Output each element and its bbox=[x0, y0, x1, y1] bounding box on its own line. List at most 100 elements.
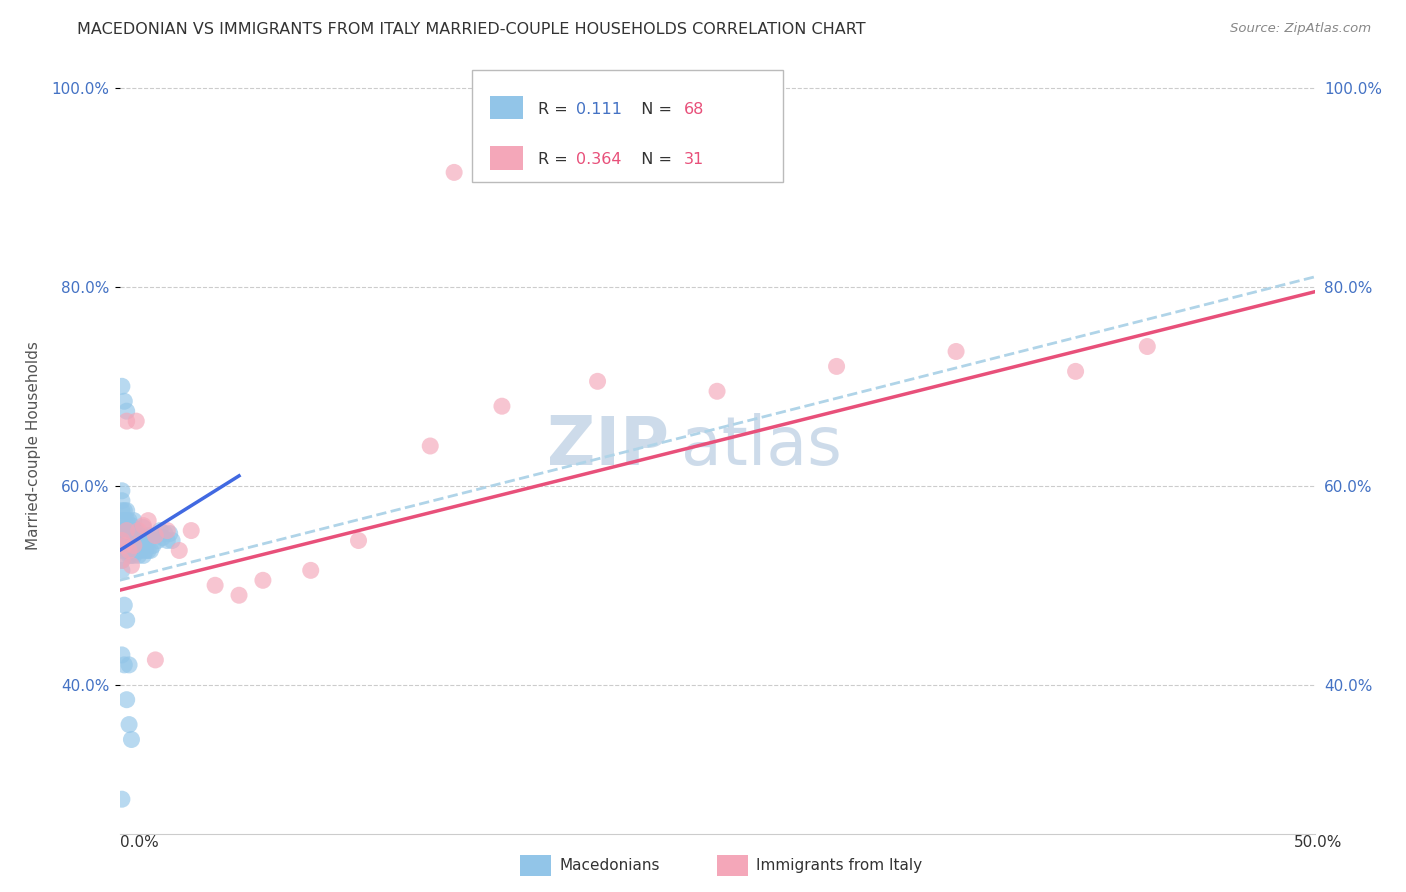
Text: 68: 68 bbox=[683, 102, 704, 117]
Point bbox=[945, 344, 967, 359]
Point bbox=[419, 439, 441, 453]
Point bbox=[121, 549, 143, 563]
Point bbox=[111, 553, 134, 567]
Point bbox=[112, 503, 135, 517]
Point bbox=[299, 563, 322, 577]
Point bbox=[228, 588, 250, 602]
Text: ZIP: ZIP bbox=[547, 413, 669, 479]
Point bbox=[586, 375, 609, 389]
FancyBboxPatch shape bbox=[472, 70, 783, 182]
Point bbox=[112, 657, 135, 672]
Point bbox=[118, 533, 141, 548]
Point bbox=[118, 717, 141, 731]
Point bbox=[112, 514, 135, 528]
Point bbox=[129, 543, 152, 558]
Point bbox=[825, 359, 848, 374]
Point bbox=[136, 514, 159, 528]
Point bbox=[204, 578, 226, 592]
Point bbox=[1064, 364, 1087, 378]
Point bbox=[122, 539, 145, 553]
Point bbox=[121, 528, 143, 542]
FancyBboxPatch shape bbox=[491, 146, 523, 169]
Point bbox=[122, 539, 145, 553]
Point bbox=[146, 533, 169, 548]
Text: 0.0%: 0.0% bbox=[120, 836, 159, 850]
Point bbox=[180, 524, 202, 538]
Point bbox=[491, 399, 513, 413]
Text: Source: ZipAtlas.com: Source: ZipAtlas.com bbox=[1230, 22, 1371, 36]
Point bbox=[115, 514, 138, 528]
Text: 50.0%: 50.0% bbox=[1295, 836, 1343, 850]
Point bbox=[142, 539, 165, 553]
Point bbox=[1136, 339, 1159, 353]
Point bbox=[115, 692, 138, 706]
Point bbox=[122, 514, 145, 528]
Point bbox=[121, 558, 143, 573]
Point bbox=[252, 574, 274, 588]
Point bbox=[121, 539, 143, 553]
Point bbox=[145, 528, 166, 542]
Point bbox=[111, 493, 134, 508]
Point bbox=[118, 657, 141, 672]
Point bbox=[156, 524, 179, 538]
Point bbox=[136, 528, 159, 542]
Point bbox=[443, 165, 465, 179]
Point bbox=[135, 543, 157, 558]
Point bbox=[112, 539, 135, 553]
Point bbox=[125, 533, 148, 548]
Text: Macedonians: Macedonians bbox=[560, 858, 659, 872]
Point bbox=[118, 543, 141, 558]
Point bbox=[128, 539, 150, 553]
Point bbox=[145, 528, 166, 542]
Text: R =: R = bbox=[538, 102, 572, 117]
Point bbox=[111, 563, 134, 577]
Point bbox=[111, 533, 134, 548]
Point bbox=[347, 533, 370, 548]
Point bbox=[111, 648, 134, 662]
Point bbox=[132, 549, 155, 563]
Point bbox=[135, 531, 157, 545]
Point bbox=[111, 792, 134, 806]
Point bbox=[112, 394, 135, 409]
Point bbox=[132, 520, 155, 534]
Point bbox=[169, 543, 191, 558]
Point bbox=[128, 524, 150, 538]
Point bbox=[111, 379, 134, 393]
Point bbox=[128, 549, 150, 563]
Point bbox=[156, 533, 179, 548]
Point bbox=[118, 549, 141, 563]
Y-axis label: Married-couple Households: Married-couple Households bbox=[25, 342, 41, 550]
Text: Immigrants from Italy: Immigrants from Italy bbox=[756, 858, 922, 872]
Point bbox=[125, 414, 148, 428]
Text: N =: N = bbox=[631, 153, 678, 167]
Text: 31: 31 bbox=[683, 153, 704, 167]
Point bbox=[125, 543, 148, 558]
Point bbox=[115, 524, 138, 538]
Point bbox=[152, 531, 174, 545]
Point bbox=[145, 653, 166, 667]
Point bbox=[111, 543, 134, 558]
Text: N =: N = bbox=[631, 102, 678, 117]
Point bbox=[121, 518, 143, 533]
Point bbox=[111, 483, 134, 498]
Text: MACEDONIAN VS IMMIGRANTS FROM ITALY MARRIED-COUPLE HOUSEHOLDS CORRELATION CHART: MACEDONIAN VS IMMIGRANTS FROM ITALY MARR… bbox=[77, 22, 866, 37]
Point bbox=[112, 598, 135, 612]
Point bbox=[159, 526, 181, 541]
Point bbox=[111, 553, 134, 567]
Point bbox=[139, 543, 162, 558]
Point bbox=[115, 533, 138, 548]
Point bbox=[115, 503, 138, 517]
FancyBboxPatch shape bbox=[491, 95, 523, 120]
Point bbox=[128, 528, 150, 542]
Point bbox=[706, 384, 728, 399]
Text: 0.364: 0.364 bbox=[576, 153, 621, 167]
Text: atlas: atlas bbox=[682, 413, 842, 479]
Point bbox=[112, 524, 135, 538]
Point bbox=[111, 503, 134, 517]
Point bbox=[111, 524, 134, 538]
Text: R =: R = bbox=[538, 153, 572, 167]
Point bbox=[132, 536, 155, 550]
Point bbox=[153, 526, 176, 541]
Point bbox=[112, 533, 135, 548]
Point bbox=[115, 404, 138, 418]
